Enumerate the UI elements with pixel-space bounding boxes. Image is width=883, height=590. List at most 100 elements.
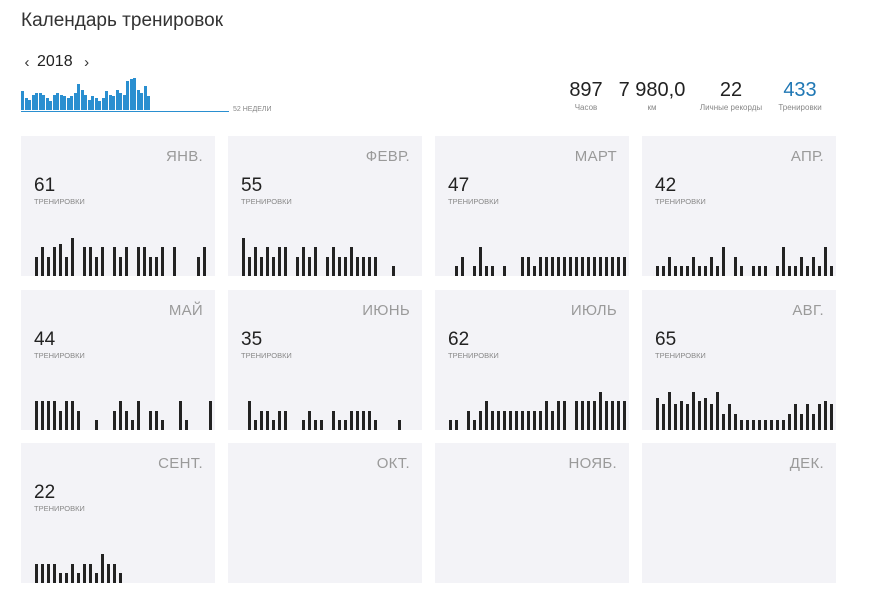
- chevron-left-icon[interactable]: ‹: [24, 53, 30, 71]
- day-bar: [794, 404, 797, 430]
- day-slot: [248, 388, 254, 430]
- month-workout-count: 44: [34, 329, 56, 350]
- day-bar: [599, 392, 602, 430]
- day-slot: [692, 388, 698, 430]
- day-slot: [740, 234, 746, 276]
- day-bar: [686, 266, 689, 276]
- day-bar: [617, 401, 620, 430]
- day-bar: [581, 401, 584, 430]
- month-card-dec[interactable]: ДЕК.: [642, 443, 836, 583]
- day-bar: [65, 257, 68, 276]
- year-label: 2018: [37, 53, 73, 70]
- day-slot: [623, 388, 629, 430]
- day-slot: [296, 234, 302, 276]
- day-slot: [497, 388, 503, 430]
- stat-workouts-value: 433: [783, 79, 817, 101]
- day-slot: [716, 388, 722, 430]
- day-bar: [521, 257, 524, 276]
- day-slot: [137, 388, 143, 430]
- day-bar: [758, 266, 761, 276]
- day-bar: [119, 573, 122, 583]
- day-slot: [521, 388, 527, 430]
- week-bar: [59, 95, 63, 110]
- day-bar: [527, 257, 530, 276]
- week-bar: [38, 93, 42, 110]
- week-bar: [77, 84, 80, 110]
- day-slot: [89, 541, 95, 583]
- week-bar: [84, 95, 87, 110]
- day-slot: [278, 388, 284, 430]
- day-bar: [350, 411, 353, 430]
- day-slot: [59, 541, 65, 583]
- day-bar: [332, 247, 335, 276]
- day-bar: [308, 257, 311, 276]
- daily-bars: [35, 541, 125, 583]
- day-slot: [473, 234, 479, 276]
- day-bar: [95, 573, 98, 583]
- day-slot: [71, 541, 77, 583]
- month-card-jul[interactable]: ИЮЛЬ 62 ТРЕНИРОВКИ: [435, 290, 629, 430]
- stat-hours-label: Часов: [574, 103, 598, 112]
- day-slot: [284, 388, 290, 430]
- day-bar: [770, 420, 773, 430]
- day-slot: [35, 234, 41, 276]
- week-bar: [28, 100, 31, 110]
- month-card-aug[interactable]: АВГ. 65 ТРЕНИРОВКИ: [642, 290, 836, 430]
- month-card-apr[interactable]: АПР. 42 ТРЕНИРОВКИ: [642, 136, 836, 276]
- day-slot: [131, 388, 137, 430]
- day-slot: [812, 234, 818, 276]
- week-bar: [52, 95, 56, 110]
- week-bar: [73, 93, 77, 110]
- day-bar: [491, 266, 494, 276]
- chevron-right-icon[interactable]: ›: [84, 53, 90, 71]
- week-bar: [56, 93, 59, 110]
- day-bar: [656, 266, 659, 276]
- month-workout-label: ТРЕНИРОВКИ: [448, 197, 499, 206]
- month-card-jan[interactable]: ЯНВ. 61 ТРЕНИРОВКИ: [21, 136, 215, 276]
- day-slot: [563, 234, 569, 276]
- day-slot: [818, 234, 824, 276]
- stat-hours-value: 897: [569, 79, 603, 101]
- day-slot: [770, 388, 776, 430]
- month-card-mar[interactable]: МАРТ 47 ТРЕНИРОВКИ: [435, 136, 629, 276]
- month-name: МАЙ: [168, 302, 203, 319]
- day-bar: [173, 247, 176, 276]
- day-slot: [143, 234, 149, 276]
- day-slot: [674, 388, 680, 430]
- day-slot: [539, 234, 545, 276]
- day-slot: [680, 234, 686, 276]
- month-card-feb[interactable]: ФЕВР. 55 ТРЕНИРОВКИ: [228, 136, 422, 276]
- day-slot: [680, 388, 686, 430]
- day-slot: [698, 388, 704, 430]
- month-card-may[interactable]: МАЙ 44 ТРЕНИРОВКИ: [21, 290, 215, 430]
- month-card-sep[interactable]: СЕНТ. 22 ТРЕНИРОВКИ: [21, 443, 215, 583]
- weekly-activity-chart[interactable]: [21, 76, 231, 112]
- day-bar: [455, 266, 458, 276]
- day-slot: [485, 234, 491, 276]
- day-slot: [95, 234, 101, 276]
- day-bar: [47, 401, 50, 430]
- day-slot: [545, 388, 551, 430]
- month-card-nov[interactable]: НОЯБ.: [435, 443, 629, 583]
- day-slot: [332, 234, 338, 276]
- day-slot: [83, 541, 89, 583]
- month-card-jun[interactable]: ИЮНЬ 35 ТРЕНИРОВКИ: [228, 290, 422, 430]
- day-bar: [623, 401, 626, 430]
- day-bar: [722, 414, 725, 430]
- day-slot: [125, 234, 131, 276]
- stat-workouts[interactable]: 433 Тренировки: [774, 79, 826, 112]
- day-slot: [473, 388, 479, 430]
- daily-bars: [449, 234, 629, 276]
- day-slot: [113, 234, 119, 276]
- day-slot: [455, 388, 461, 430]
- day-bar: [137, 401, 140, 430]
- day-slot: [455, 234, 461, 276]
- day-bar: [611, 401, 614, 430]
- month-card-oct[interactable]: ОКТ.: [228, 443, 422, 583]
- day-slot: [260, 234, 266, 276]
- day-slot: [800, 388, 806, 430]
- day-slot: [599, 234, 605, 276]
- week-bar: [115, 90, 119, 110]
- day-slot: [350, 388, 356, 430]
- day-bar: [41, 247, 44, 276]
